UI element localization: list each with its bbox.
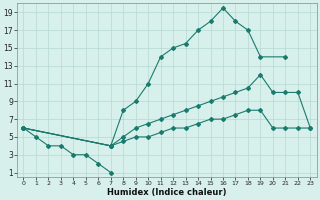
X-axis label: Humidex (Indice chaleur): Humidex (Indice chaleur) [107, 188, 227, 197]
